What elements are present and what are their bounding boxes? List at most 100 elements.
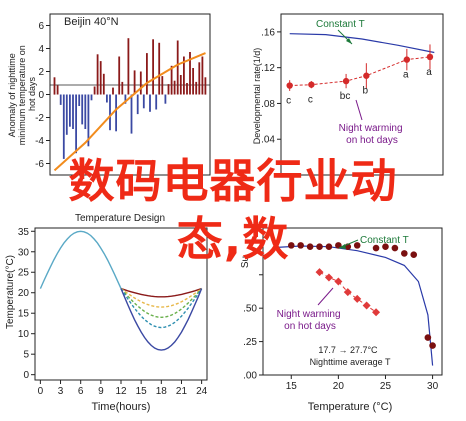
- panel1-bar: [121, 81, 124, 95]
- panel1-bar: [93, 86, 96, 95]
- panel4-y-tick-label: .50: [243, 304, 257, 315]
- panel4-frame: [262, 227, 443, 376]
- panel4-constant-point: [372, 244, 380, 252]
- panel4-warming-points: [315, 268, 381, 317]
- panel1-bar: [198, 62, 201, 95]
- panel1-y-tick-label: 0: [38, 90, 44, 101]
- panel3-x-tick-label: 9: [98, 386, 104, 397]
- panel1-bar: [186, 83, 188, 95]
- panel1-bar: [158, 42, 161, 95]
- panel3-y-tick-label: 5: [23, 350, 29, 361]
- panel1-bar: [112, 87, 114, 95]
- panel1-y-label-line1: Anomaly of nighttime: [7, 53, 17, 137]
- panel4-constant-point: [297, 242, 304, 249]
- panel2-point-label: b: [363, 86, 369, 97]
- panel4-warming-point: [343, 288, 352, 297]
- panel3-constant-curve: [39, 230, 122, 289]
- panel3-y-tick-label: 30: [18, 247, 30, 258]
- panel1-bar: [109, 94, 111, 131]
- panel1-bar: [179, 75, 182, 95]
- panel4-line-label-arrowhead: [339, 244, 346, 249]
- panel2-point-label: a: [426, 67, 432, 78]
- panel1-bar: [53, 77, 56, 95]
- panel4-constant-point: [306, 243, 314, 251]
- panel4-annotation: Night warming on hot days: [277, 309, 344, 332]
- panel4-y-tick-label: .25: [243, 337, 257, 348]
- panel2-y-tick-label: .08: [261, 99, 275, 110]
- panel2-line-label: Constant T: [316, 19, 365, 30]
- panel1-bar: [56, 85, 59, 95]
- panel1-bar: [84, 94, 87, 129]
- panel1-bar: [62, 94, 65, 159]
- panel3-axes: 0 3 6 9 12 15 18 21 24 35 30 25 20 15 10 5 0: [18, 227, 208, 397]
- panel1-bar: [152, 39, 154, 95]
- panel2-point-label: c: [286, 96, 291, 107]
- panel2-point: [308, 81, 315, 88]
- panel2-points: c c bc b a a: [286, 44, 434, 107]
- panel3-x-tick-label: 24: [196, 386, 208, 397]
- panel4-warming-point: [324, 273, 333, 282]
- panel2-line-label-arrowhead: [346, 38, 352, 44]
- panel3-series-line: [120, 287, 202, 298]
- panel1-bar: [142, 94, 145, 109]
- panel2-point-label: a: [403, 70, 409, 81]
- panel2-annotation: Night warming on hot days: [339, 123, 406, 146]
- panel4-x-tick-label: 20: [333, 381, 345, 392]
- panel3-series-line: [120, 288, 203, 308]
- panel1-bar: [65, 94, 68, 135]
- panel1-bar: [170, 65, 173, 95]
- panel1-bar: [78, 94, 81, 106]
- panel4-x-tick-label: 15: [286, 381, 298, 392]
- panel4-annotation-arrow: [317, 287, 334, 306]
- panel2-constant-line: [289, 33, 435, 54]
- panel2-annotation-arrow: [355, 99, 363, 121]
- panel4-axes: 15 20 25 30 .50 .25 .00: [243, 274, 439, 392]
- panel1-bar: [124, 94, 127, 104]
- panel3-x-tick-label: 18: [156, 386, 168, 397]
- panel1-bar: [146, 53, 148, 95]
- panel3-x-tick-label: 0: [38, 386, 44, 397]
- panel2-y-tick-label: .16: [261, 27, 275, 38]
- panel3-x-tick-label: 3: [58, 386, 64, 397]
- panel4-constant-point: [335, 242, 342, 249]
- panel4-constant-point: [391, 244, 399, 252]
- panel3-y-tick-label: 15: [18, 309, 30, 320]
- panel2-y-tick-label: .04: [261, 135, 275, 146]
- panel2-point: [342, 77, 350, 85]
- panel4-x-tick-label: 25: [380, 381, 392, 392]
- panel4-warming-point: [362, 301, 371, 310]
- panel1-bar: [130, 94, 133, 134]
- panel1-bar: [102, 73, 105, 95]
- panel4-constant-point: [316, 243, 323, 251]
- panel4-constant-point: [410, 251, 418, 259]
- panel3-x-tick-label: 15: [136, 386, 148, 397]
- panel2-point: [403, 56, 411, 63]
- panel1-bar: [87, 94, 90, 147]
- panel3-y-tick-label: 0: [23, 370, 29, 381]
- survival-chart: 15 20 25 30 .50 .25 .00 Constant T Night warmi…: [240, 227, 443, 413]
- panel1-y-tick-label: 2: [38, 67, 44, 78]
- panel1-bar: [192, 68, 194, 95]
- panel3-y-tick-label: 20: [18, 288, 30, 299]
- panel1-bar: [201, 56, 204, 95]
- panel1-bar: [149, 94, 151, 112]
- panel4-y-label: Su: [240, 256, 251, 268]
- developmental-rate-chart: .16 .12 .08 .04 c c bc b a a Constant T Night wa…: [252, 13, 444, 176]
- panel3-y-label: Temperature(°C): [5, 255, 16, 329]
- panel3-series-line: [120, 288, 203, 351]
- panel3-y-tick-label: 10: [18, 329, 30, 340]
- panel2-point-label: bc: [340, 91, 351, 102]
- panel2-y-label: Developmental rate(1/d): [252, 48, 262, 145]
- panel1-bar: [81, 94, 84, 125]
- panel1-frame: [49, 13, 211, 176]
- panel4-constant-point: [353, 242, 361, 249]
- temperature-design-chart: 0 3 6 9 12 15 18 21 24 35 30 25 20 15 10 5 0 Temperature…: [5, 213, 208, 413]
- panel4-warming-point: [334, 277, 343, 286]
- panel3-x-tick-label: 6: [78, 386, 84, 397]
- panel3-y-tick-label: 35: [18, 227, 30, 238]
- panel4-constant-point: [401, 250, 408, 257]
- panel1-y-tick-label: 6: [38, 21, 44, 32]
- panel1-y-axis: 6 4 2 0 -2 -4 -6: [35, 21, 50, 170]
- panel1-bar: [167, 84, 170, 95]
